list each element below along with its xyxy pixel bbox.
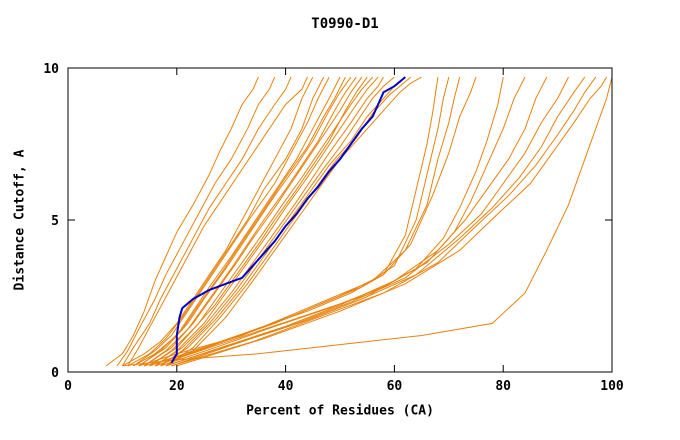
model-curve xyxy=(149,76,368,367)
x-tick-label: 0 xyxy=(64,379,72,394)
x-tick-label: 80 xyxy=(495,379,511,394)
x-tick-label: 40 xyxy=(278,379,294,394)
model-curve xyxy=(171,76,597,367)
chart-title: T0990-D1 xyxy=(311,16,379,32)
model-curve xyxy=(138,76,346,367)
model-curve xyxy=(165,76,422,367)
model-curve xyxy=(143,76,363,367)
x-tick-label: 60 xyxy=(387,379,403,394)
model-curve xyxy=(160,76,406,367)
x-tick-label: 20 xyxy=(169,379,185,394)
model-curve xyxy=(127,76,308,367)
model-curve xyxy=(154,77,504,367)
highlighted-curve xyxy=(170,76,406,364)
model-curve xyxy=(171,76,586,367)
model-curve xyxy=(176,76,608,367)
model-curve xyxy=(116,76,276,367)
model-curve xyxy=(133,76,330,367)
y-axis-label: Distance Cutoff, A xyxy=(12,149,28,291)
model-curve xyxy=(165,76,569,367)
y-tick-label: 10 xyxy=(43,62,59,77)
model-curve xyxy=(127,76,325,367)
model-curve xyxy=(143,76,357,367)
model-curve xyxy=(154,76,384,367)
model-curve xyxy=(138,76,352,367)
x-axis-label: Percent of Residues (CA) xyxy=(246,403,434,419)
model-curve xyxy=(160,76,395,367)
model-curve xyxy=(122,76,613,367)
model-curve xyxy=(105,76,259,367)
model-curve xyxy=(122,76,314,367)
model-curve xyxy=(154,76,477,367)
model-curve xyxy=(149,76,373,367)
y-tick-label: 5 xyxy=(51,214,59,229)
y-tick-label: 0 xyxy=(51,366,59,381)
model-curve xyxy=(154,76,379,367)
x-tick-label: 100 xyxy=(600,379,624,394)
model-curve xyxy=(121,76,292,367)
